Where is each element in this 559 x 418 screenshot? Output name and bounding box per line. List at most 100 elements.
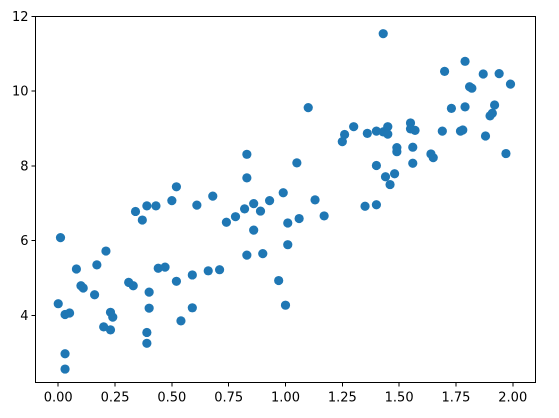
scatter-point: [385, 179, 395, 190]
scatter-point: [255, 206, 266, 216]
scatter-point: [144, 287, 154, 297]
scatter-point: [446, 103, 457, 113]
scatter-point: [392, 147, 402, 157]
scatter-point: [214, 265, 225, 275]
scatter-point: [160, 262, 170, 272]
scatter-point: [230, 212, 241, 222]
scatter-point: [242, 149, 252, 159]
scatter-point: [458, 125, 468, 135]
y-tick-label: 10: [12, 85, 29, 100]
scatter-point: [128, 281, 138, 291]
plot-frame: [35, 16, 536, 383]
x-tick-label: 0.50: [157, 391, 186, 406]
scatter-point: [408, 158, 418, 168]
scatter-point: [278, 188, 288, 198]
y-tick-label: 8: [20, 159, 28, 174]
x-tick-label: 1.00: [271, 391, 300, 406]
scatter-point: [478, 69, 488, 79]
scatter-point: [380, 172, 391, 182]
scatter-point: [89, 290, 100, 300]
x-tick-label: 0.75: [214, 391, 243, 406]
scatter-point: [439, 66, 450, 76]
scatter-point: [60, 349, 70, 359]
scatter-point: [428, 153, 438, 163]
scatter-point: [283, 218, 293, 228]
scatter-point: [460, 56, 470, 66]
scatter-point: [105, 325, 116, 335]
scatter-point: [371, 160, 382, 171]
x-tick-label: 2.00: [498, 391, 527, 406]
scatter-point: [294, 213, 304, 224]
scatter-point: [258, 249, 268, 259]
x-tick-label: 1.50: [385, 391, 414, 406]
x-tick-label: 1.75: [441, 391, 470, 406]
scatter-point: [249, 199, 259, 209]
scatter-point: [151, 201, 161, 211]
scatter-point: [410, 125, 420, 136]
scatter-point: [280, 300, 291, 310]
scatter-point: [137, 215, 147, 225]
scatter-point: [339, 129, 350, 140]
scatter-point: [167, 196, 177, 206]
scatter-point: [264, 196, 275, 206]
scatter-point: [371, 126, 382, 136]
scatter-point: [101, 246, 111, 256]
scatter-point: [187, 303, 197, 313]
scatter-point: [378, 29, 388, 39]
scatter-point: [55, 232, 66, 243]
scatter-point: [408, 142, 418, 152]
scatter-point: [187, 270, 197, 280]
y-tick-label: 4: [20, 309, 28, 324]
axis-ticks-layer: 0.00 0.25 0.50 0.75 1.00 1.25 1.50 1.75 2.00 4 6 8 1…: [12, 10, 527, 406]
scatter-point: [494, 69, 504, 79]
scatter-point: [489, 100, 500, 110]
scatter-point: [371, 200, 382, 210]
scatter-point: [208, 191, 218, 201]
scatter-point: [480, 131, 491, 141]
x-tick-label: 1.25: [328, 391, 357, 406]
scatter-point: [360, 201, 370, 211]
x-tick-label: 0.25: [101, 391, 130, 406]
scatter-point: [487, 108, 497, 118]
data-points-layer: [53, 29, 516, 374]
scatter-point: [249, 225, 259, 235]
scatter-point: [221, 217, 232, 227]
scatter-point: [142, 338, 152, 348]
scatter-point: [283, 240, 293, 250]
scatter-point: [176, 316, 186, 326]
scatter-point: [142, 327, 152, 338]
scatter-point: [64, 308, 75, 318]
scatter-point: [274, 275, 284, 286]
scatter-point: [142, 201, 152, 211]
scatter-point: [130, 206, 141, 217]
scatter-point: [362, 128, 372, 138]
scatter-point: [144, 303, 154, 313]
scatter-point: [310, 195, 320, 205]
scatter-point: [60, 364, 70, 374]
x-tick-label: 0.00: [44, 391, 73, 406]
scatter-point: [337, 137, 347, 147]
scatter-point: [349, 122, 359, 132]
scatter-point: [171, 182, 182, 192]
scatter-point: [383, 129, 393, 139]
scatter-point: [460, 102, 470, 112]
scatter-point: [171, 276, 182, 286]
scatter-point: [389, 169, 400, 179]
scatter-point: [78, 283, 88, 293]
scatter-point: [292, 158, 302, 168]
scatter-point: [437, 126, 447, 136]
scatter-point: [239, 204, 250, 214]
scatter-point: [505, 79, 516, 89]
scatter-point: [242, 250, 252, 260]
y-tick-label: 6: [20, 234, 28, 249]
y-tick-label: 12: [12, 10, 29, 25]
scatter-point: [319, 211, 329, 221]
scatter-point: [192, 200, 202, 210]
scatter-point: [203, 266, 213, 276]
scatter-point: [92, 260, 102, 270]
scatter-point: [53, 299, 63, 309]
scatter-point: [108, 312, 118, 322]
scatter-point: [71, 264, 82, 274]
